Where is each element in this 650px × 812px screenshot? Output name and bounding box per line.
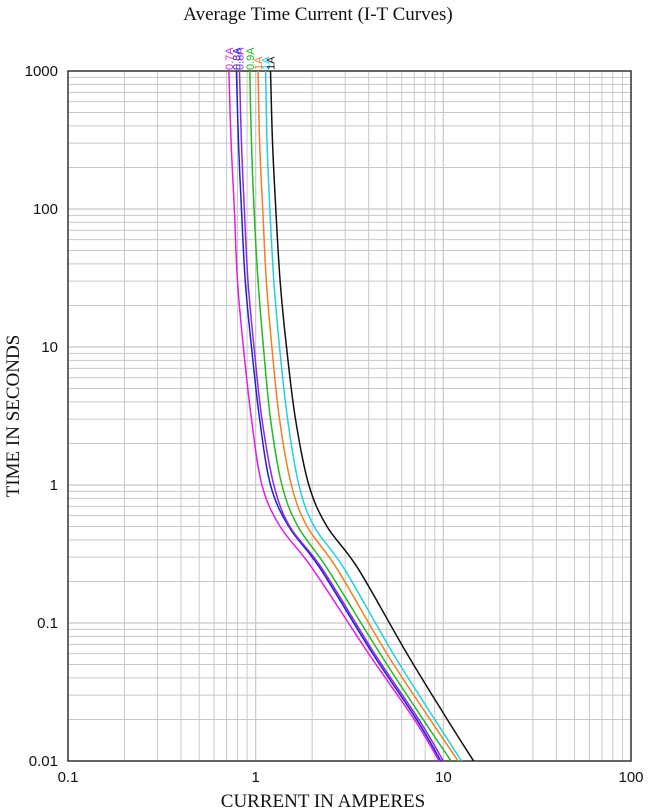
- y-tick-label: 1: [50, 477, 58, 494]
- plot-frame: [67, 70, 632, 762]
- series-label-3: 0.9A: [245, 47, 257, 70]
- y-tick-label: 1000: [25, 63, 58, 80]
- y-tick-label: 0.01: [29, 753, 58, 770]
- x-axis-label: CURRENT IN AMPERES: [221, 791, 425, 812]
- grid: [68, 71, 631, 761]
- series-line-3: [249, 70, 452, 762]
- series-label-0: 0.7A: [224, 47, 236, 70]
- y-axis-label: TIME IN SECONDS: [3, 335, 24, 498]
- x-tick-label: 0.1: [58, 769, 79, 786]
- series-label-2: 0.8A: [235, 47, 247, 70]
- x-tick-label: 10: [435, 769, 452, 786]
- series-group: [228, 70, 475, 762]
- series-label-6: 1A: [266, 56, 278, 70]
- series-label-4: 1A: [253, 56, 265, 70]
- chart-title: Average Time Current (I-T Curves): [183, 4, 452, 25]
- series-label-1: 0.8A: [232, 47, 244, 70]
- series-line-2: [238, 70, 444, 762]
- series-label-5: 1A: [261, 56, 273, 70]
- x-tick-label: 1: [251, 769, 259, 786]
- series-line-1: [235, 70, 442, 762]
- y-tick-label: 100: [33, 201, 58, 218]
- y-tick-label: 0.1: [37, 615, 58, 632]
- x-tick-label: 100: [618, 769, 643, 786]
- y-tick-label: 10: [41, 339, 58, 356]
- series-line-6: [269, 70, 475, 762]
- series-line-0: [228, 70, 440, 762]
- series-line-4: [257, 70, 459, 762]
- series-line-5: [264, 70, 463, 762]
